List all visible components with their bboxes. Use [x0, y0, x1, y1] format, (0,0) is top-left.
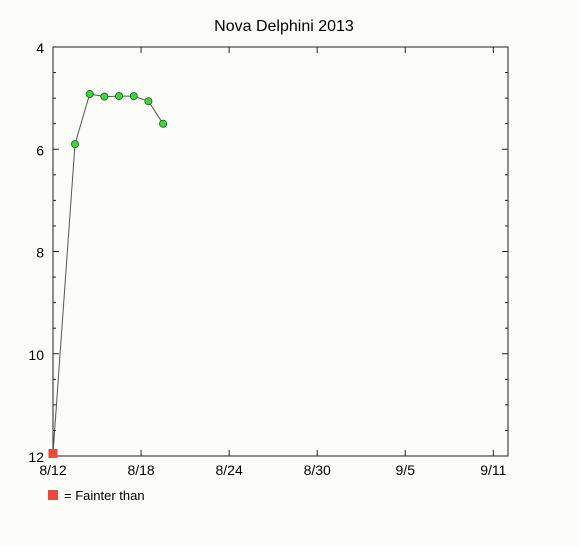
fainter-than-marker — [48, 448, 58, 458]
plot-frame — [52, 46, 509, 457]
y-tick-label: 12 — [28, 449, 44, 465]
x-tick-label: 9/5 — [396, 462, 416, 478]
data-point — [129, 92, 138, 101]
x-tick-label: 9/11 — [480, 462, 506, 478]
data-point — [85, 90, 94, 99]
y-tick-label: 10 — [28, 347, 44, 363]
data-point — [100, 92, 109, 101]
series-layer — [48, 90, 168, 458]
x-tick-label: 8/24 — [216, 462, 243, 478]
legend-label: = Fainter than — [64, 488, 145, 503]
x-tick-label: 8/12 — [39, 462, 66, 478]
legend-marker — [48, 490, 58, 500]
y-tick-label: 4 — [36, 40, 44, 56]
data-point — [71, 140, 80, 149]
legend: = Fainter than — [48, 488, 145, 503]
data-point — [144, 97, 153, 106]
x-tick-label: 8/30 — [304, 462, 331, 478]
y-tick-label: 8 — [36, 245, 44, 261]
data-point — [159, 119, 168, 128]
chart-title: Nova Delphini 2013 — [214, 18, 354, 35]
y-axis: 4 6 8 10 12 — [28, 40, 508, 465]
x-tick-label: 8/18 — [127, 462, 154, 478]
connecting-line — [52, 93, 164, 454]
data-point — [115, 92, 124, 101]
y-tick-label: 6 — [36, 142, 44, 158]
x-axis: 8/12 8/18 8/24 8/30 9/5 9/11 — [39, 47, 507, 478]
